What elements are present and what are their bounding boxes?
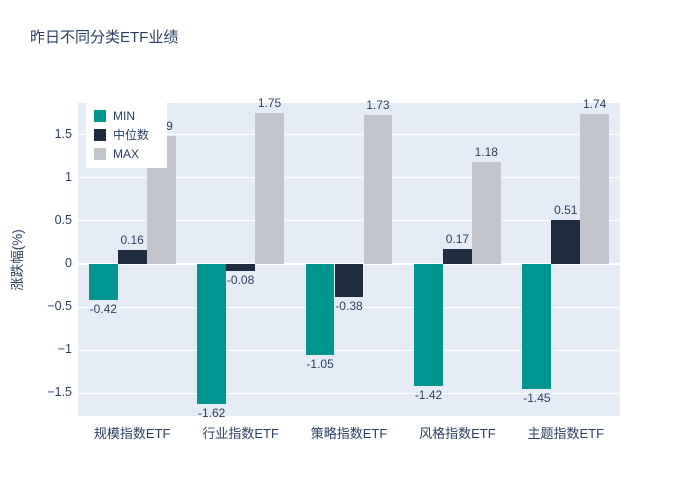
y-tick-label: 0	[65, 256, 72, 270]
legend-item-label: MAX	[113, 146, 140, 161]
legend[interactable]: MIN 中位数 MAX	[86, 99, 167, 168]
legend-item-label: MIN	[113, 108, 135, 123]
bar-value-label: -0.08	[226, 272, 255, 287]
x-tick-label-主题指数ETF: 主题指数ETF	[527, 426, 605, 441]
bar-MIN-策略指数ETF[interactable]	[305, 264, 335, 355]
legend-swatch-icon	[94, 109, 106, 122]
x-tick-label-策略指数ETF: 策略指数ETF	[310, 426, 388, 441]
bar-中位数-规模指数ETF[interactable]	[117, 250, 147, 264]
y-tick-label: 0.5	[54, 212, 72, 227]
y-tick-label: 1	[65, 169, 72, 184]
legend-swatch-icon	[94, 147, 106, 160]
y-tick-label: −1	[57, 342, 72, 357]
bar-MAX-行业指数ETF[interactable]	[255, 113, 284, 264]
bar-MIN-风格指数ETF[interactable]	[414, 264, 443, 387]
plot-area: -0.42 -1.62 -1.05 -1.42 -1.45 0.16 -0.08 -0.38 0…	[78, 96, 620, 420]
bar-value-label: -1.62	[198, 405, 226, 420]
gridline	[78, 134, 620, 136]
legend-swatch-icon	[94, 128, 106, 141]
x-tick-label-风格指数ETF: 风格指数ETF	[419, 426, 496, 441]
legend-item-MAX[interactable]: MAX	[94, 144, 167, 163]
bar-value-label: 1.18	[474, 145, 498, 160]
bar-value-label: -0.38	[335, 298, 363, 313]
gridline	[78, 220, 620, 222]
chart-title: 昨日不同分类ETF业绩	[30, 29, 179, 46]
x-tick-label-行业指数ETF: 行业指数ETF	[202, 426, 279, 441]
bar-value-label: 0.17	[445, 232, 470, 247]
gridline	[78, 349, 620, 351]
bar-value-label: 1.74	[583, 97, 607, 112]
bar-value-label: -1.05	[306, 356, 334, 371]
bar-value-label: 0.51	[554, 203, 578, 218]
bar-value-label: -1.45	[523, 391, 551, 405]
y-tick-label: 1.5	[54, 126, 72, 141]
bar-value-label: 0.16	[120, 233, 144, 248]
bar-中位数-主题指数ETF[interactable]	[551, 220, 581, 264]
bar-value-label: -1.42	[414, 388, 443, 403]
bar-value-label: 1.73	[366, 97, 390, 112]
bar-MAX-主题指数ETF[interactable]	[580, 114, 610, 264]
gridline	[78, 392, 620, 394]
legend-item-label: 中位数	[113, 128, 150, 142]
bar-MIN-规模指数ETF[interactable]	[88, 264, 118, 301]
bar-value-label: 1.75	[257, 96, 282, 111]
bar-MAX-策略指数ETF[interactable]	[363, 114, 393, 264]
y-tick-label: −1.5	[47, 385, 72, 400]
bar-中位数-行业指数ETF[interactable]	[226, 264, 255, 271]
bar-MIN-主题指数ETF[interactable]	[522, 264, 552, 389]
y-axis-title: 涨跌幅(%)	[10, 229, 25, 291]
legend-item-MIN[interactable]: MIN	[94, 106, 167, 125]
bar-中位数-风格指数ETF[interactable]	[442, 249, 472, 264]
bar-MAX-风格指数ETF[interactable]	[471, 162, 501, 264]
legend-item-中位数[interactable]: 中位数	[94, 125, 167, 144]
y-tick-label: −0.5	[47, 299, 72, 314]
bar-中位数-策略指数ETF[interactable]	[334, 264, 364, 297]
bar-value-label: -0.42	[89, 302, 117, 317]
gridline	[78, 177, 620, 179]
bar-MIN-行业指数ETF[interactable]	[197, 264, 227, 404]
x-tick-label-规模指数ETF: 规模指数ETF	[93, 426, 171, 441]
gridline	[78, 306, 620, 308]
